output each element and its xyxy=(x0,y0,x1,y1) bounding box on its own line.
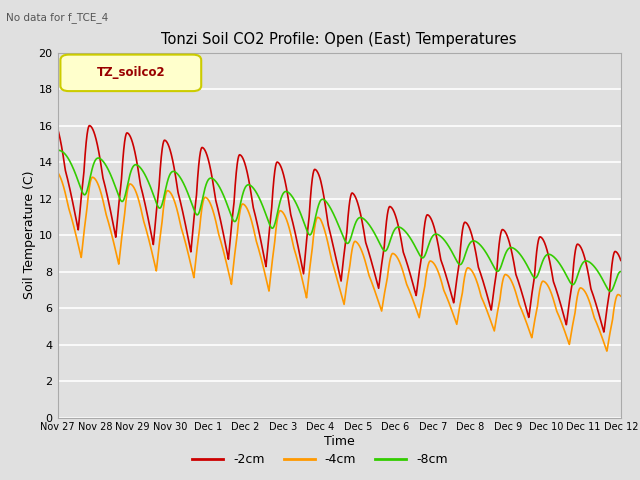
-8cm xyxy=(54,147,61,153)
-8cm xyxy=(465,241,473,247)
Text: TZ_soilco2: TZ_soilco2 xyxy=(97,66,165,79)
-8cm xyxy=(497,263,505,268)
-8cm xyxy=(616,269,624,275)
Title: Tonzi Soil CO2 Profile: Open (East) Temperatures: Tonzi Soil CO2 Profile: Open (East) Temp… xyxy=(161,33,517,48)
-4cm xyxy=(54,169,61,175)
Y-axis label: Soil Temperature (C): Soil Temperature (C) xyxy=(23,171,36,300)
-4cm xyxy=(465,265,473,271)
Line: -8cm: -8cm xyxy=(58,150,621,291)
X-axis label: Time: Time xyxy=(324,435,355,448)
-2cm xyxy=(54,126,61,132)
-2cm xyxy=(155,185,163,191)
-2cm xyxy=(616,256,624,262)
Text: No data for f_TCE_4: No data for f_TCE_4 xyxy=(6,12,109,23)
-2cm xyxy=(466,226,474,231)
-8cm xyxy=(435,232,442,238)
-4cm xyxy=(435,269,442,275)
-4cm xyxy=(616,293,624,299)
-2cm xyxy=(600,329,608,335)
-8cm xyxy=(318,196,326,202)
FancyBboxPatch shape xyxy=(60,55,201,91)
-4cm xyxy=(603,348,611,354)
-2cm xyxy=(319,185,326,191)
-4cm xyxy=(497,286,505,291)
-4cm xyxy=(318,220,326,226)
-2cm xyxy=(86,123,93,129)
-2cm xyxy=(435,243,442,249)
-2cm xyxy=(498,228,506,234)
-8cm xyxy=(617,269,625,275)
-2cm xyxy=(617,258,625,264)
-8cm xyxy=(606,288,614,294)
-4cm xyxy=(155,245,163,251)
Line: -2cm: -2cm xyxy=(58,126,621,332)
Line: -4cm: -4cm xyxy=(58,172,621,351)
Legend: -2cm, -4cm, -8cm: -2cm, -4cm, -8cm xyxy=(187,448,453,471)
-8cm xyxy=(155,205,163,211)
-4cm xyxy=(617,293,625,299)
